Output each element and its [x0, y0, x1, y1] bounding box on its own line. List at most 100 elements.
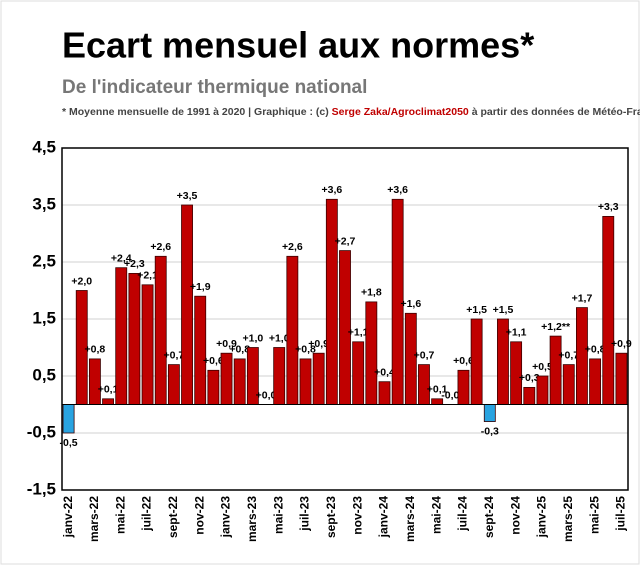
value-label: +1,0: [242, 332, 263, 344]
x-tick-label: janv-25: [535, 496, 549, 539]
value-label: +3,5: [177, 190, 198, 202]
value-label: -0,0: [441, 389, 459, 401]
y-tick-label: 0,5: [32, 365, 56, 384]
value-label: +1,2**: [541, 321, 571, 333]
plot: -1,5 -0,5 0,5 1,5 2,5 3,5 4,5 -0,5 janv-22 +2,0 +0…: [27, 137, 632, 542]
value-label: +2,3: [124, 258, 145, 270]
y-tick-label: 2,5: [32, 251, 56, 270]
chart-subtitle: De l'indicateur thermique national: [62, 77, 367, 98]
value-label: +1,7: [572, 292, 593, 304]
bar: [615, 352, 628, 405]
value-label: +0,5: [532, 361, 553, 373]
value-label: -0,5: [60, 437, 78, 449]
x-tick-label: janv-24: [377, 496, 391, 539]
note-text: à partir des données de Météo-France: [469, 106, 640, 118]
y-tick-label: 4,5: [32, 137, 56, 156]
bar: [181, 204, 193, 405]
value-label: +1,0: [269, 332, 290, 344]
bar: [365, 301, 378, 405]
x-tick-label: sept-22: [166, 496, 180, 538]
x-tick-label: juil-22: [140, 496, 154, 532]
bar: [549, 335, 562, 405]
x-tick-label: nov-22: [192, 496, 206, 535]
x-tick-label: juil-23: [298, 496, 312, 532]
y-tick-label: -0,5: [27, 422, 56, 441]
bar: [286, 255, 299, 405]
note: * Moyenne mensuelle de 1991 à 2020 | Gra…: [62, 106, 640, 118]
y-tick-label: -1,5: [27, 479, 56, 498]
x-tick-label: mars-25: [561, 496, 575, 542]
value-label: +2,6: [282, 241, 303, 253]
bar: [141, 284, 154, 405]
value-label: +0,9: [611, 338, 632, 350]
x-tick-label: mars-23: [245, 496, 259, 542]
bar: [299, 358, 312, 405]
value-label: +2,1: [137, 270, 158, 282]
value-label: +1,5: [493, 304, 514, 316]
bar: [128, 272, 141, 405]
value-label: +0,6: [203, 355, 224, 367]
bar: [562, 364, 575, 405]
x-tick-label: juil-24: [456, 496, 470, 532]
value-label: +1,1: [506, 327, 527, 339]
x-tick-label: janv-23: [219, 496, 233, 539]
bar: [207, 369, 220, 405]
bar: [102, 398, 114, 405]
value-label: +3,6: [321, 184, 342, 196]
bar: [536, 375, 549, 405]
bar: [352, 341, 365, 405]
bar: [470, 318, 483, 405]
x-tick-label: mars-22: [87, 496, 101, 542]
value-label: +0,0: [256, 389, 277, 401]
x-tick-label: nov-24: [508, 496, 522, 535]
value-label: +0,1: [427, 384, 448, 396]
value-label: +0,7: [164, 349, 185, 361]
value-label: +0,9: [308, 338, 329, 350]
value-label: +3,3: [598, 201, 619, 213]
value-label: +2,4: [111, 252, 132, 264]
bar: [233, 358, 246, 405]
x-tick-label: mai-22: [113, 496, 127, 534]
value-label: +0,3: [519, 372, 540, 384]
value-label: +0,8: [229, 344, 250, 356]
value-label: +0,9: [216, 338, 237, 350]
x-tick-label: mai-23: [271, 496, 285, 534]
bar: [273, 347, 286, 405]
value-label: +1,5: [466, 304, 487, 316]
x-tick-label: mai-25: [587, 496, 601, 534]
bar: [194, 295, 207, 405]
value-label: +0,8: [295, 344, 316, 356]
value-label: -0,3: [481, 425, 499, 437]
value-label: +0,1: [98, 384, 119, 396]
value-label: +1,9: [190, 281, 211, 293]
value-label: +1,8: [361, 287, 382, 299]
x-tick-label: sept-23: [324, 496, 338, 538]
note-text: * Moyenne mensuelle de 1991 à 2020 | Gra…: [62, 106, 332, 118]
x-tick-label: nov-23: [350, 496, 364, 535]
x-tick-label: juil-25: [614, 496, 628, 532]
value-label: +0,7: [414, 349, 435, 361]
x-tick-label: sept-24: [482, 496, 496, 538]
value-label: +0,7: [558, 349, 579, 361]
bar: [154, 255, 167, 405]
x-tick-label: janv-22: [61, 496, 75, 539]
value-label: +0,6: [453, 355, 474, 367]
bar: [523, 386, 536, 405]
value-label: +0,4: [374, 366, 395, 378]
note-author: Serge Zaka/Agroclimat2050: [332, 106, 469, 118]
plot-border: [61, 147, 629, 491]
bar: [115, 267, 128, 405]
value-label: +1,6: [400, 298, 421, 310]
x-tick-label: mars-24: [403, 496, 417, 542]
bar: [483, 404, 496, 423]
y-tick-label: 1,5: [32, 308, 56, 327]
y-tick-label: 3,5: [32, 194, 56, 213]
bar: [325, 198, 338, 405]
bar: [312, 352, 325, 405]
bar: [167, 364, 180, 405]
value-label: +2,7: [335, 235, 356, 247]
bar: [602, 215, 615, 405]
bar: [457, 369, 470, 405]
